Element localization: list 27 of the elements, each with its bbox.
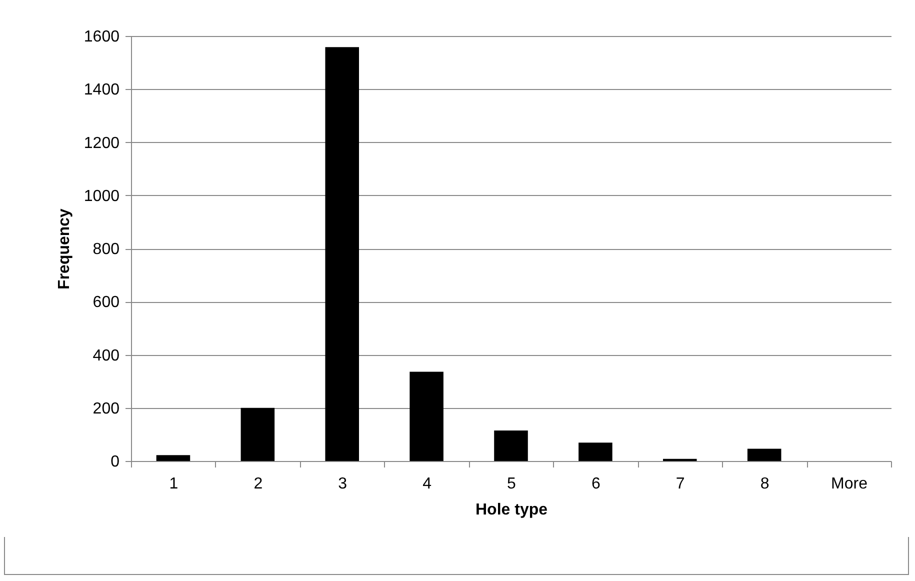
y-tick-label: 800 (92, 241, 120, 258)
bar (410, 372, 444, 461)
y-axis-title: Frequency (56, 208, 73, 290)
x-axis-title: Hole type (475, 502, 548, 518)
y-tick-label: 1400 (84, 82, 120, 99)
bar (325, 47, 359, 461)
x-tick-label: 2 (254, 476, 263, 492)
y-tick-label: 1600 (84, 28, 120, 46)
y-tick-label: 0 (110, 454, 120, 470)
y-tick-label: 600 (92, 294, 120, 312)
y-tick-label: 200 (92, 400, 120, 418)
x-tick-label: 6 (591, 476, 600, 492)
y-tick-label: 1000 (84, 188, 120, 205)
bar (156, 455, 190, 461)
x-tick-label: 8 (760, 476, 770, 492)
x-tick-label: 3 (338, 476, 348, 492)
x-tick-label: 7 (676, 476, 685, 492)
x-tick-label: 1 (169, 476, 178, 492)
x-tick-label: 4 (422, 476, 432, 492)
x-tick-label: 5 (507, 476, 516, 492)
y-tick-label: 1200 (84, 134, 120, 152)
bar (578, 442, 612, 461)
bar (747, 448, 782, 461)
x-tick-label: More (831, 476, 868, 492)
bar (240, 408, 275, 461)
bar (494, 430, 528, 461)
y-tick-label: 400 (92, 347, 120, 364)
